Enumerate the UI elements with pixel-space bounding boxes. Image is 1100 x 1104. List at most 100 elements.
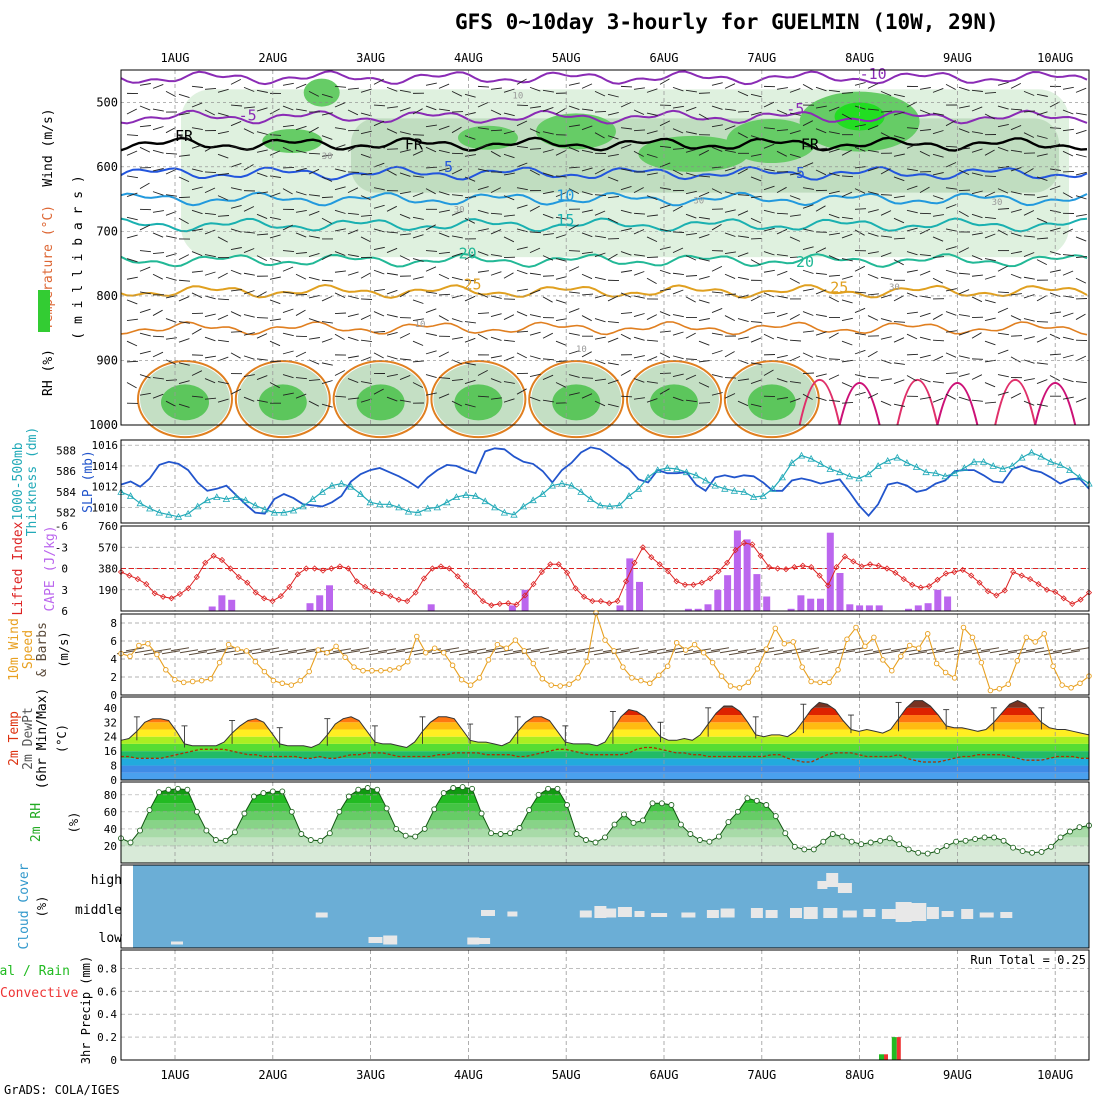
ylabel-ms: (m/s) <box>57 631 71 667</box>
wind-speed-point <box>899 654 904 659</box>
wind-barb-10m <box>333 649 351 652</box>
rh-point <box>318 838 323 843</box>
wind-barb <box>699 93 710 94</box>
cloud-block <box>476 938 490 944</box>
ylabel-wind10m: 10m Wind <box>7 618 22 681</box>
wind-barb-10m <box>558 649 576 652</box>
wind-barb-10m <box>252 651 270 654</box>
rh-y-tick: 40 <box>104 823 117 836</box>
wind-speed-point <box>155 652 160 657</box>
rh-point <box>707 839 712 844</box>
cape-bar <box>925 603 932 611</box>
temp-band <box>121 758 1089 765</box>
wind-barb <box>361 299 372 300</box>
rh-point <box>612 822 617 827</box>
run-total-label: Run Total = 0.25 <box>970 953 1086 967</box>
rh-point <box>603 835 608 840</box>
wind-barb-10m <box>927 651 945 654</box>
wind-barb-10m <box>999 652 1017 655</box>
ylabel-millibars: ( m i l l i b a r s ) <box>71 175 86 339</box>
rh-point <box>1030 850 1035 855</box>
isotherm-label: 20 <box>459 244 477 262</box>
rh-point <box>574 832 579 837</box>
rh-point <box>773 814 778 819</box>
wind-speed-point <box>1051 664 1056 669</box>
wind-speed-point <box>307 669 312 674</box>
wind-y-tick: 4 <box>110 653 117 666</box>
ylabel-minmax: (6hr Min/Max) <box>35 688 50 790</box>
wind-speed-point <box>173 677 178 682</box>
cloud-block <box>823 908 837 918</box>
wind-speed-point <box>271 678 276 683</box>
ylabel-3hr-precip: 3hr Precip (mm) <box>79 956 93 1064</box>
cape-bar <box>744 539 751 611</box>
isotherm-label: 15 <box>556 211 574 229</box>
ylabel-cloud-pct: (%) <box>35 896 49 918</box>
rh-field-boundary-cell <box>259 384 307 420</box>
rh-point <box>479 811 484 816</box>
wind-speed-point <box>657 673 662 678</box>
wind-barb-10m <box>1044 652 1062 655</box>
rh-point <box>906 847 911 852</box>
wind-speed-point <box>289 683 294 688</box>
rh-contour-label: 30 <box>693 197 704 207</box>
wind-speed-point <box>325 650 330 655</box>
wind-barb-10m <box>405 650 423 653</box>
bottom-day-tick: 3AUG <box>356 1068 385 1082</box>
wind-speed-point <box>674 641 679 646</box>
wind-speed-point <box>746 680 751 685</box>
cape-bar <box>705 604 712 611</box>
rh-point <box>138 828 143 833</box>
precip-conv-bar <box>897 1037 901 1060</box>
cape-bar <box>807 599 814 611</box>
isotherm-label: 10 <box>556 186 574 204</box>
wind-barb-10m <box>1062 651 1080 654</box>
rh-point <box>546 786 551 791</box>
precip-y-tick: 0 <box>110 1054 117 1067</box>
rh-point <box>555 786 560 791</box>
ylabel-rh: RH (%) <box>41 349 56 396</box>
wind-barb <box>387 149 398 150</box>
rh-field-boundary-cell <box>357 384 405 420</box>
wind-barb-10m <box>945 650 963 653</box>
thickness-y-tick: 584 <box>56 486 76 499</box>
wind-barb-10m <box>711 648 729 651</box>
rh-field-boundary-cell <box>552 384 600 420</box>
cape-bar <box>218 595 225 611</box>
rh-point <box>944 843 949 848</box>
rh-point <box>678 822 683 827</box>
rh-point <box>659 801 664 806</box>
wind-barb-10m <box>360 650 378 653</box>
cloud-block <box>896 902 912 922</box>
rh-band <box>121 846 1089 863</box>
precip-frame <box>121 950 1089 1060</box>
wind-speed-point <box>549 683 554 688</box>
wind-barb <box>1063 171 1074 172</box>
wind-barb-10m <box>504 652 522 655</box>
wind-barb-10m <box>909 652 927 655</box>
rh-point <box>251 794 256 799</box>
wind-speed-point <box>486 658 491 663</box>
cape-bar <box>617 605 624 611</box>
isotherm-label: 25 <box>464 275 482 293</box>
temp-band <box>121 715 1089 722</box>
wind-barb-10m <box>297 651 315 654</box>
cape-bar <box>734 531 741 612</box>
cape-bar <box>753 574 760 611</box>
rh-contour-label: 30 <box>992 198 1003 208</box>
cape-bar <box>934 590 941 611</box>
ylabel-cloud: Cloud Cover <box>17 863 32 949</box>
temp-band <box>121 737 1089 744</box>
wind-barb-10m <box>936 648 954 651</box>
rh-point <box>868 840 873 845</box>
rh-point <box>954 839 959 844</box>
isotherm-label: 5 <box>796 164 805 182</box>
bottom-day-tick: 1AUG <box>161 1068 190 1082</box>
rh-point <box>356 787 361 792</box>
wind-barb <box>257 318 268 319</box>
wind-barb <box>517 105 528 106</box>
wind-barb-10m <box>450 650 468 653</box>
ylabel-2m-dewpt: 2m DewPt <box>21 707 36 770</box>
wind-y-tick: 8 <box>110 617 117 630</box>
cross-section-y-tick: 700 <box>96 224 118 238</box>
